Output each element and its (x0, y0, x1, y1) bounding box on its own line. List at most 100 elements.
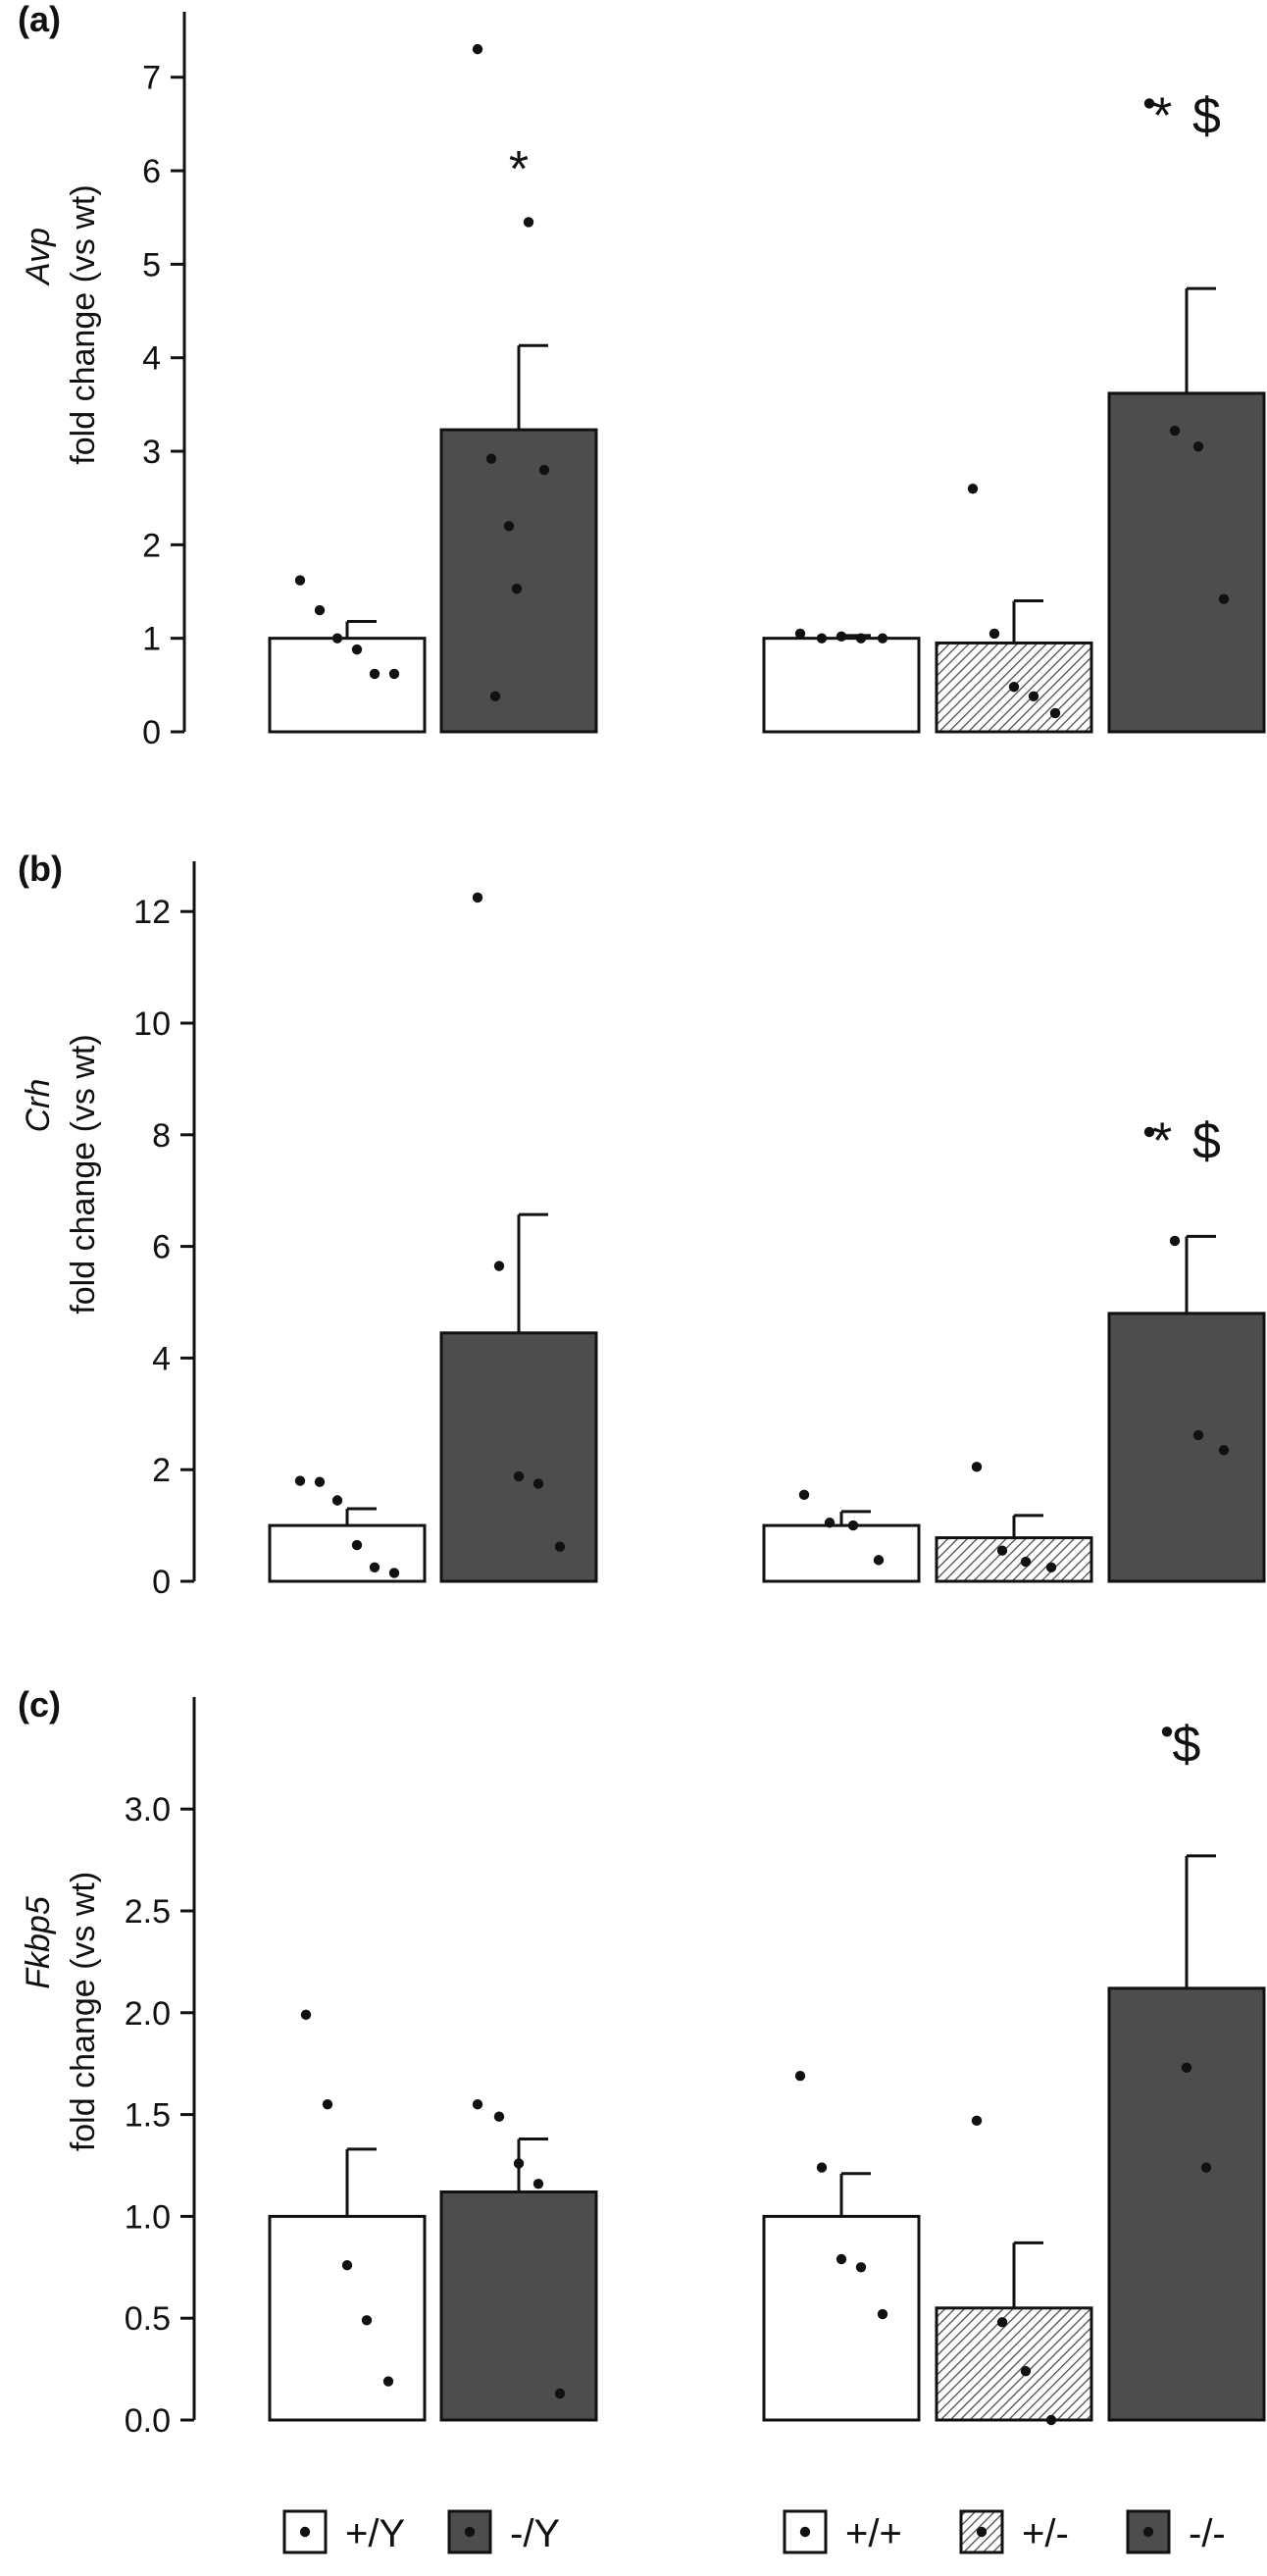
data-point (331, 633, 343, 644)
bar-plusminus+ (762, 637, 921, 734)
bar-minus-- (1107, 1986, 1266, 2422)
data-point (388, 1568, 400, 1578)
data-point (361, 2315, 373, 2326)
data-point (816, 2162, 828, 2173)
legend-label: +/Y (345, 2512, 405, 2555)
y-tick-label: 7 (142, 60, 161, 97)
y-tick-label: 12 (133, 894, 171, 931)
data-point (1192, 1429, 1204, 1441)
legend-label: +/- (1022, 2512, 1069, 2555)
data-point (794, 2070, 806, 2082)
data-point (351, 1539, 363, 1551)
data-point (988, 628, 1000, 640)
data-point (855, 2262, 867, 2273)
data-point (511, 583, 523, 594)
legend-label: +/+ (845, 2512, 902, 2555)
y-axis-label: fold change (vs wt) (65, 1872, 102, 2151)
legend-swatch-dot (799, 2526, 811, 2538)
y-tick-label: 8 (152, 1117, 171, 1155)
data-point (1020, 2365, 1032, 2377)
bar-plusminus+ (762, 1523, 921, 1583)
legend-label: -/Y (510, 2512, 560, 2555)
data-point (513, 1470, 525, 1482)
data-point (1143, 1126, 1155, 1138)
y-axis-label: fold change (vs wt) (65, 1034, 102, 1314)
y-axis-gene-label: Avp (20, 228, 57, 286)
y-tick-label: 10 (133, 1005, 171, 1043)
data-point (382, 2376, 394, 2387)
significance-annotation: * $ (1152, 1112, 1221, 1169)
data-point (996, 1545, 1008, 1556)
data-point (836, 631, 847, 642)
data-point (971, 2115, 983, 2127)
y-axis-gene-label: Crh (20, 1079, 57, 1133)
data-point (351, 644, 363, 655)
y-tick-label: 0 (152, 1564, 171, 1601)
data-point (489, 691, 501, 701)
y-tick-label: 4 (142, 340, 161, 378)
y-tick-label: 4 (152, 1340, 171, 1377)
bar-minus-- (1107, 1312, 1266, 1583)
significance-annotation: * (509, 141, 529, 198)
data-point (538, 464, 550, 476)
y-tick-label: 1.5 (125, 2097, 171, 2135)
y-tick-label: 2 (142, 527, 161, 564)
data-point (1045, 2414, 1057, 2426)
data-point (877, 2308, 888, 2320)
data-point (472, 43, 483, 55)
legend-label: -/- (1189, 2512, 1226, 2555)
data-point (493, 1261, 505, 1271)
bar-minus-- (1107, 391, 1266, 734)
data-point (1218, 1445, 1230, 1456)
y-tick-label: 2.0 (125, 1995, 171, 2033)
data-point (369, 668, 380, 680)
data-point (877, 633, 888, 644)
data-point (523, 217, 534, 228)
data-point (1049, 707, 1061, 719)
bar-minus-Y (439, 428, 598, 734)
data-point (1143, 98, 1155, 109)
significance-annotation: $ (1173, 1716, 1201, 1773)
y-tick-label: 0.0 (125, 2402, 171, 2440)
data-point (1200, 2162, 1212, 2173)
y-tick-label: 1 (142, 621, 161, 658)
data-point (1008, 682, 1020, 693)
y-tick-label: 1.0 (125, 2198, 171, 2236)
data-point (503, 521, 515, 532)
bar-plusminus- (935, 2306, 1093, 2422)
data-point (472, 2099, 483, 2110)
data-point (1161, 1726, 1173, 1737)
data-point (847, 1520, 859, 1531)
y-tick-label: 6 (152, 1229, 171, 1266)
data-point (322, 2099, 333, 2110)
data-point (798, 1489, 810, 1501)
bar-plusminus- (935, 1536, 1093, 1583)
bar-plusminusY (268, 637, 427, 734)
chart-panel-3: 0.0 0.5 1.0 1.5 2.0 2.5 3.0 (c) Fkbp5 fold change… (18, 1684, 1266, 2440)
y-axis-gene-label: Fkbp5 (20, 1896, 57, 1989)
y-tick-label: 3.0 (125, 1791, 171, 1829)
data-point (294, 575, 306, 586)
legend-swatch-dot (299, 2526, 311, 2538)
significance-annotation: * $ (1152, 87, 1221, 144)
data-point (513, 2158, 525, 2169)
data-point (554, 2388, 566, 2399)
data-point (996, 2317, 1008, 2328)
data-point (816, 633, 828, 644)
data-point (1169, 1235, 1181, 1247)
chart-panel-1: 0 1 2 3 4 5 6 7 (a) Avp fold change (vs wt) * * $ (18, 0, 1266, 751)
y-tick-label: 0.5 (125, 2300, 171, 2338)
data-point (967, 483, 979, 494)
data-point (369, 1562, 380, 1572)
legend-swatch-dot (976, 2526, 988, 2538)
data-point (532, 2178, 544, 2190)
data-point (485, 453, 497, 464)
data-point (472, 892, 483, 903)
data-point (1181, 2062, 1192, 2074)
panel-label: (b) (18, 849, 63, 889)
data-point (341, 2260, 353, 2271)
data-point (314, 604, 326, 616)
panel-label: (a) (18, 0, 61, 39)
y-tick-label: 6 (142, 153, 161, 190)
